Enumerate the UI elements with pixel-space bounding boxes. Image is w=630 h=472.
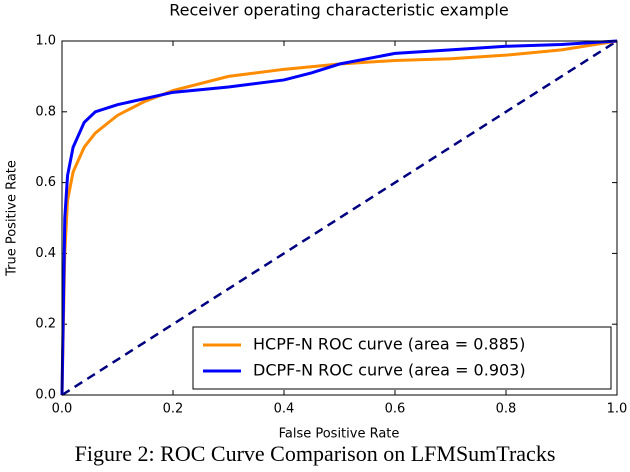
x-tick-label: 0.8 (496, 402, 517, 417)
chart-title: Receiver operating characteristic exampl… (169, 1, 508, 20)
legend-box (192, 326, 612, 390)
y-tick-label: 0.2 (35, 317, 56, 332)
y-tick-label: 1.0 (35, 34, 56, 49)
legend-label: DCPF-N ROC curve (area = 0.903) (253, 361, 526, 380)
x-tick-label: 0.2 (163, 402, 184, 417)
reference-line (61, 39, 618, 397)
series-line (60, 39, 618, 396)
y-tick-label: 0.4 (35, 246, 56, 261)
x-tick-label: 0.6 (385, 402, 406, 417)
caption: Figure 2: ROC Curve Comparison on LFMSum… (75, 441, 556, 466)
x-tick-label: 0.0 (52, 402, 73, 417)
x-tick-label: 1.0 (607, 402, 628, 417)
series-line (60, 39, 618, 396)
x-tick-label: 0.4 (274, 402, 295, 417)
y-tick-label: 0.8 (35, 104, 56, 119)
y-tick-label: 0.6 (35, 175, 56, 190)
y-tick-label: 0.0 (35, 388, 56, 403)
legend-label: HCPF-N ROC curve (area = 0.885) (253, 335, 525, 354)
y-axis-label: True Positive Rate (5, 160, 20, 277)
x-axis-label: False Positive Rate (279, 427, 400, 442)
plot-frame (61, 40, 618, 396)
